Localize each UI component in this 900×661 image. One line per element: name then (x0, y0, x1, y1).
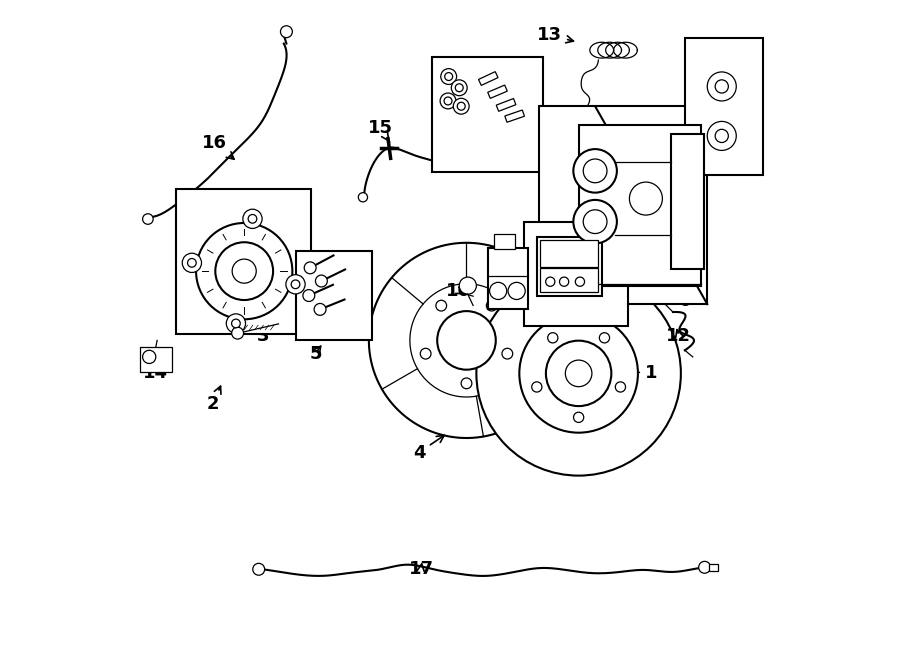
Bar (296, 251, 372, 340)
Circle shape (629, 182, 662, 215)
Polygon shape (369, 243, 551, 438)
Bar (488, 248, 528, 309)
Circle shape (187, 258, 196, 267)
Polygon shape (479, 71, 498, 85)
Circle shape (445, 73, 453, 81)
Circle shape (599, 332, 609, 343)
Circle shape (253, 563, 265, 575)
Circle shape (441, 69, 456, 85)
Polygon shape (496, 98, 516, 111)
Circle shape (575, 277, 585, 286)
Circle shape (231, 319, 240, 328)
Circle shape (281, 26, 292, 38)
Circle shape (436, 300, 446, 311)
Bar (540, 240, 598, 266)
Circle shape (142, 350, 156, 364)
Circle shape (215, 242, 273, 300)
Circle shape (303, 290, 315, 301)
Circle shape (459, 277, 476, 294)
Bar (432, 57, 543, 173)
Circle shape (583, 210, 607, 233)
Circle shape (454, 98, 469, 114)
Circle shape (196, 223, 292, 319)
Circle shape (420, 348, 431, 359)
Circle shape (358, 192, 367, 202)
Circle shape (232, 259, 256, 283)
Circle shape (716, 130, 728, 143)
Text: 9: 9 (496, 277, 508, 295)
Bar (140, 347, 172, 372)
Circle shape (226, 314, 246, 333)
Circle shape (314, 303, 326, 315)
Circle shape (716, 80, 728, 93)
Bar (685, 38, 762, 175)
Circle shape (548, 332, 558, 343)
Circle shape (502, 348, 513, 359)
Text: 4: 4 (413, 436, 445, 461)
Bar (708, 564, 718, 571)
Circle shape (573, 412, 584, 422)
Text: 13: 13 (537, 26, 573, 44)
Circle shape (461, 378, 472, 389)
Bar (671, 134, 704, 269)
Circle shape (476, 271, 681, 476)
Circle shape (248, 214, 256, 223)
Bar (537, 237, 602, 296)
Circle shape (573, 200, 616, 243)
Circle shape (304, 262, 316, 274)
Text: 12: 12 (666, 327, 691, 345)
Circle shape (451, 80, 467, 96)
Circle shape (616, 382, 625, 392)
Bar (524, 221, 628, 326)
Text: 10: 10 (446, 282, 471, 300)
Text: 16: 16 (202, 134, 234, 159)
Circle shape (519, 314, 638, 433)
Circle shape (440, 93, 456, 109)
Circle shape (231, 327, 244, 339)
Text: 7: 7 (723, 64, 737, 89)
Text: 15: 15 (367, 119, 392, 142)
Text: 8: 8 (467, 97, 480, 118)
Circle shape (243, 209, 262, 229)
Circle shape (545, 277, 555, 286)
Circle shape (490, 282, 507, 299)
Circle shape (457, 102, 465, 110)
Circle shape (573, 149, 616, 192)
Text: 3: 3 (256, 321, 270, 345)
Bar (539, 106, 707, 304)
Circle shape (437, 311, 496, 369)
Bar (579, 125, 701, 286)
Polygon shape (488, 85, 508, 98)
Circle shape (508, 282, 526, 299)
Text: 17: 17 (409, 561, 434, 578)
Circle shape (455, 84, 464, 92)
Circle shape (142, 214, 153, 224)
Text: 14: 14 (143, 358, 168, 382)
Circle shape (565, 360, 592, 387)
Text: 2: 2 (206, 386, 220, 413)
Circle shape (583, 159, 607, 182)
Bar (494, 233, 516, 249)
Circle shape (286, 275, 305, 294)
Text: 1: 1 (616, 364, 657, 382)
Polygon shape (505, 110, 525, 122)
Text: 11: 11 (584, 296, 614, 315)
Bar (540, 268, 598, 292)
Circle shape (546, 340, 611, 406)
Circle shape (292, 280, 300, 289)
Circle shape (183, 253, 202, 272)
Circle shape (707, 72, 736, 101)
Circle shape (560, 277, 569, 286)
Circle shape (532, 382, 542, 392)
Circle shape (315, 275, 328, 287)
Text: 6: 6 (680, 292, 692, 310)
Text: 5: 5 (310, 344, 321, 363)
Circle shape (707, 122, 736, 151)
Circle shape (444, 97, 452, 105)
Circle shape (698, 561, 710, 573)
Bar (176, 188, 311, 334)
Circle shape (486, 300, 497, 311)
